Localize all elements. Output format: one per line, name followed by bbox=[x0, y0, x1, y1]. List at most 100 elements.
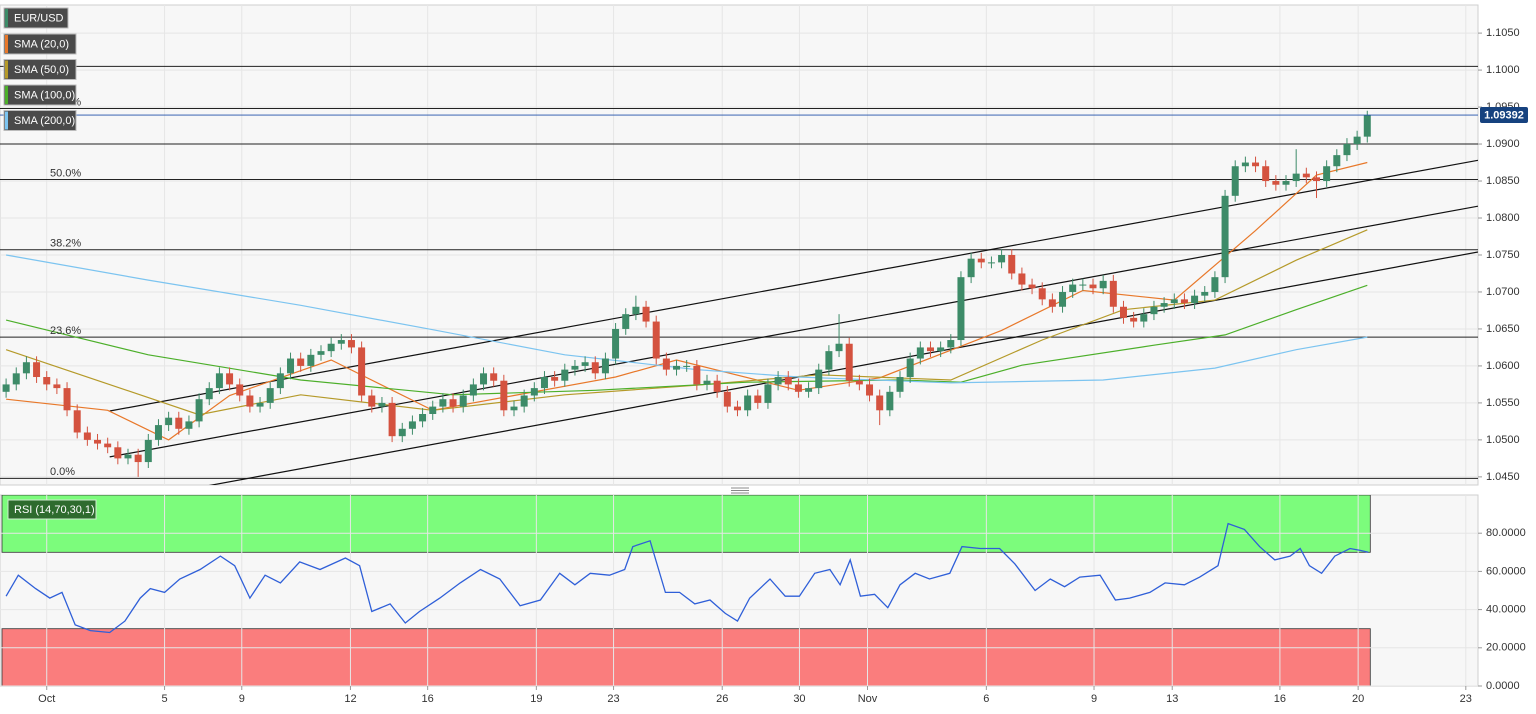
y-tick-label: 1.0500 bbox=[1486, 434, 1520, 446]
x-tick-label: 30 bbox=[793, 693, 805, 705]
candle-body bbox=[733, 406, 741, 411]
legend-label: SMA (100,0) bbox=[14, 89, 75, 101]
candle-body bbox=[337, 340, 345, 344]
x-tick-label: 23 bbox=[1460, 693, 1472, 705]
candle-body bbox=[114, 447, 122, 459]
candle-body bbox=[1323, 166, 1331, 182]
main-plot bbox=[0, 5, 1478, 485]
candle-body bbox=[378, 402, 386, 407]
candle-body bbox=[398, 428, 406, 437]
x-tick-label: 9 bbox=[239, 693, 245, 705]
candle-body bbox=[1231, 166, 1239, 196]
candle-body bbox=[12, 373, 20, 385]
x-tick-label: 16 bbox=[1274, 693, 1286, 705]
fib-label: 23.6% bbox=[50, 325, 81, 337]
overbought-zone bbox=[1, 495, 1371, 553]
oversold-zone bbox=[1, 628, 1371, 686]
candle-body bbox=[1272, 181, 1280, 185]
candle-body bbox=[744, 395, 752, 411]
candle-body bbox=[144, 439, 152, 463]
candle-body bbox=[1119, 306, 1127, 318]
candle-body bbox=[723, 391, 731, 407]
last-price-box bbox=[1480, 107, 1528, 124]
legend-box bbox=[3, 84, 77, 106]
candle-body bbox=[104, 443, 112, 448]
candle-body bbox=[652, 321, 660, 359]
indicator-label-box bbox=[7, 499, 97, 520]
y-tick-label: 60.0000 bbox=[1486, 565, 1526, 577]
candle-body bbox=[1008, 254, 1016, 274]
trend-line bbox=[208, 251, 1478, 485]
candle-body bbox=[33, 362, 41, 378]
candle-body bbox=[73, 410, 81, 433]
candle-body bbox=[1089, 284, 1097, 289]
y-tick-label: 1.0800 bbox=[1486, 212, 1520, 224]
candle-body bbox=[388, 402, 396, 437]
candle-body bbox=[1302, 173, 1310, 178]
legend-label: SMA (20,0) bbox=[14, 38, 69, 50]
candle-body bbox=[713, 380, 721, 392]
y-tick-label: 1.0750 bbox=[1486, 249, 1520, 261]
candle-body bbox=[175, 417, 183, 429]
y-tick-label: 1.0850 bbox=[1486, 175, 1520, 187]
candle-body bbox=[490, 373, 498, 381]
candle-body bbox=[297, 358, 305, 366]
candle-body bbox=[1038, 288, 1046, 300]
candle-body bbox=[815, 369, 823, 389]
candle-body bbox=[1221, 195, 1229, 278]
legend-swatch bbox=[5, 35, 8, 53]
candle-body bbox=[154, 425, 162, 440]
candle-body bbox=[1109, 280, 1117, 307]
candle-body bbox=[2, 384, 10, 392]
candle-body bbox=[134, 454, 142, 463]
candle-body bbox=[408, 421, 416, 429]
panel-resize-handle[interactable] bbox=[731, 487, 749, 494]
candle-body bbox=[1282, 181, 1290, 185]
candle-body bbox=[1252, 162, 1260, 167]
candle-body bbox=[1312, 177, 1320, 182]
candle-body bbox=[561, 369, 569, 381]
y-tick-label: 1.1050 bbox=[1486, 27, 1520, 39]
candle-body bbox=[246, 395, 254, 407]
y-tick-label: 80.0000 bbox=[1486, 527, 1526, 539]
candle-body bbox=[540, 377, 548, 389]
candle-body bbox=[622, 314, 630, 329]
candle-body bbox=[591, 362, 599, 374]
legend-box bbox=[3, 110, 77, 131]
candle-body bbox=[987, 262, 995, 264]
candle-body bbox=[429, 406, 437, 414]
candle-body bbox=[601, 358, 609, 374]
legend-label: SMA (200,0) bbox=[14, 115, 75, 127]
candle-body bbox=[236, 384, 244, 396]
x-tick-label: 6 bbox=[983, 693, 989, 705]
candle-body bbox=[1069, 284, 1077, 292]
candle-body bbox=[1028, 284, 1036, 289]
candle-body bbox=[510, 406, 518, 411]
candle-body bbox=[449, 399, 457, 407]
candle-body bbox=[642, 306, 650, 322]
candle-body bbox=[957, 277, 965, 341]
candle-body bbox=[876, 395, 884, 411]
candle-body bbox=[662, 358, 670, 370]
legend-box bbox=[3, 7, 69, 29]
candle-body bbox=[368, 395, 376, 407]
candle-body bbox=[886, 391, 894, 411]
y-tick-label: 40.0000 bbox=[1486, 604, 1526, 616]
y-tick-label: 1.0550 bbox=[1486, 397, 1520, 409]
candle-body bbox=[1180, 299, 1188, 304]
candle-body bbox=[22, 362, 30, 374]
candle-body bbox=[226, 373, 234, 385]
candle-body bbox=[967, 258, 975, 278]
candle-body bbox=[866, 384, 874, 396]
x-tick-label: 9 bbox=[1091, 693, 1097, 705]
candle-body bbox=[1241, 162, 1249, 167]
candle-body bbox=[480, 373, 488, 385]
overlay: 1.0450 1.0500 1.0550 1.0600 1.0650 1.0700 1.07… bbox=[3, 7, 1528, 705]
candle-body bbox=[1333, 155, 1341, 167]
candle-body bbox=[317, 351, 325, 355]
sma-line bbox=[6, 161, 1368, 441]
legend-box bbox=[3, 59, 77, 80]
candle-body bbox=[1018, 273, 1026, 285]
candle-body bbox=[307, 354, 315, 366]
